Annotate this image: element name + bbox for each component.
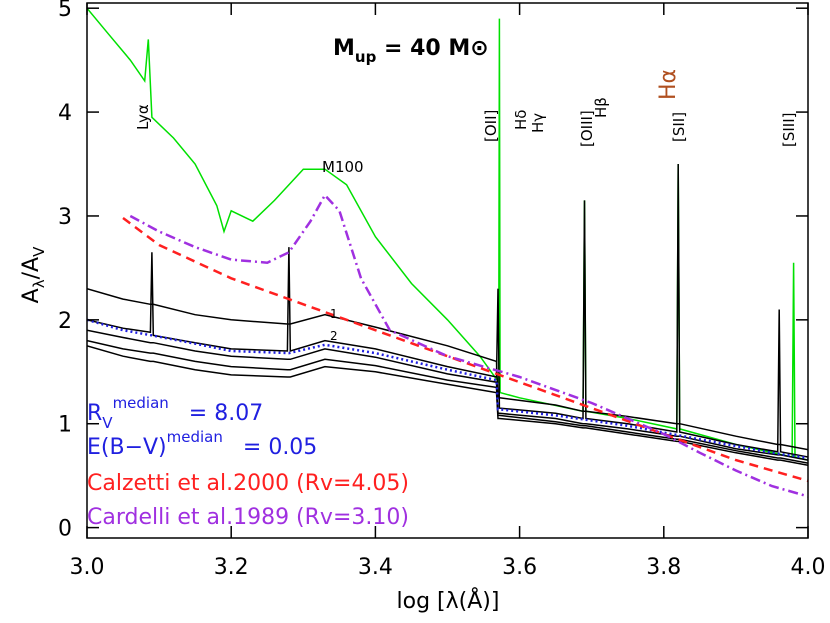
line-label: Hα xyxy=(656,69,681,100)
legend-sub: V xyxy=(102,414,113,432)
line-label: [SII] xyxy=(670,112,688,142)
x-tick-label: 3.2 xyxy=(214,555,249,580)
series-line xyxy=(129,193,808,498)
y-tick-label: 4 xyxy=(58,101,72,126)
title-sub: up xyxy=(355,48,377,66)
x-tick-label: 3.8 xyxy=(646,555,681,580)
line-label: Hδ xyxy=(512,110,530,130)
y-label-sub: V xyxy=(30,246,48,257)
title-part: M xyxy=(333,36,355,61)
y-axis-label: Aλ/AV xyxy=(19,246,48,303)
chart-title: Mup = 40 M⊙ xyxy=(333,36,489,66)
y-label-sub: λ xyxy=(30,279,48,288)
y-tick-label: 3 xyxy=(58,205,72,230)
y-label-part: A xyxy=(19,288,44,303)
y-tick-label: 0 xyxy=(58,517,72,542)
legend-part: R xyxy=(87,401,102,426)
title-rest: = 40 M⊙ xyxy=(376,36,488,61)
line-label: [OIII] xyxy=(578,110,596,147)
x-axis-label: log [λ(Å)] xyxy=(397,587,500,614)
y-tick-label: 1 xyxy=(58,413,72,438)
series-line xyxy=(87,318,808,460)
line-label: Hβ xyxy=(592,97,610,118)
line-label: Lyα xyxy=(134,104,152,130)
series-line xyxy=(87,7,808,461)
plot-frame xyxy=(86,2,809,539)
line-label: 2 xyxy=(330,329,338,343)
legend-label: Calzetti et al.2000 (Rv=4.05) xyxy=(87,471,409,496)
series-line xyxy=(87,345,808,467)
legend-part: = 0.05 xyxy=(243,435,317,460)
legend-part: = 8.07 xyxy=(189,401,263,426)
legend-label: Cardelli et al.1989 (Rv=3.10) xyxy=(87,505,409,530)
legend-median-ebv: E(B−V)median = 0.05 xyxy=(87,428,317,460)
line-label: 1 xyxy=(330,307,338,321)
line-label: [SIII] xyxy=(780,113,798,148)
x-tick-label: 3.6 xyxy=(502,555,537,580)
series-label: M100 xyxy=(322,158,364,176)
legend-sup: median xyxy=(167,428,223,446)
legend-median-rv: RVmedian = 8.07 xyxy=(87,394,263,432)
legend-sup: median xyxy=(113,394,169,412)
line-label: Hγ xyxy=(529,113,547,133)
x-tick-label: 4.0 xyxy=(791,555,826,580)
x-tick-label: 3.4 xyxy=(358,555,393,580)
y-tick-label: 5 xyxy=(58,0,72,22)
line-label: [OII] xyxy=(482,110,500,142)
y-label-part: /A xyxy=(19,257,44,279)
y-tick-label: 2 xyxy=(58,309,72,334)
legend-part: E(B−V) xyxy=(87,435,167,460)
x-tick-label: 3.0 xyxy=(70,555,105,580)
series-line xyxy=(122,216,808,483)
